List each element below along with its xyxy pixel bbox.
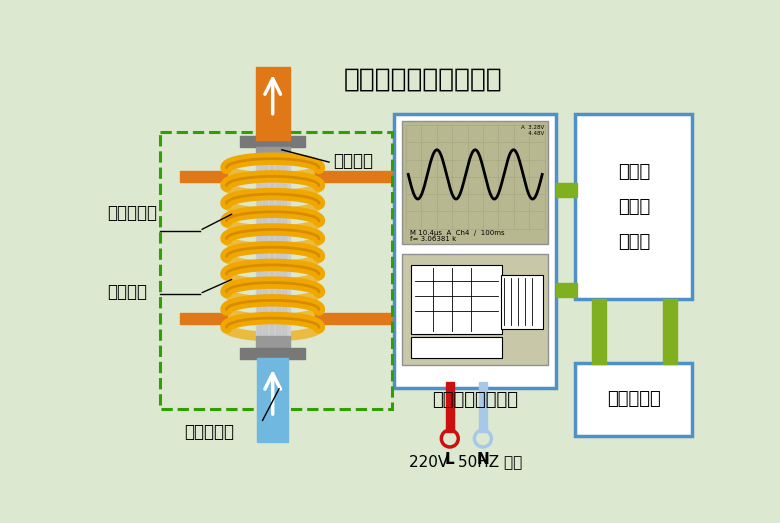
Bar	[282, 159, 285, 336]
Bar	[180, 313, 226, 324]
Bar	[395, 115, 556, 388]
Bar	[402, 254, 548, 366]
Bar	[256, 66, 289, 140]
Text: 电磁涡流条: 电磁涡流条	[107, 204, 157, 222]
Bar	[479, 382, 487, 433]
Text: 电磁加
热变频
控制器: 电磁加 热变频 控制器	[618, 163, 650, 251]
Bar	[402, 121, 548, 244]
Bar	[257, 159, 261, 336]
Bar	[556, 183, 577, 197]
Bar	[556, 283, 577, 297]
Text: A  3.28V
   4.48V: A 3.28V 4.48V	[521, 125, 544, 136]
Text: N: N	[477, 452, 489, 468]
Bar	[257, 358, 288, 442]
Bar	[315, 313, 415, 324]
Bar	[180, 172, 226, 182]
Bar	[276, 159, 279, 336]
Text: L: L	[445, 452, 455, 468]
Bar	[576, 363, 693, 436]
Bar	[240, 348, 305, 359]
Bar	[592, 299, 606, 364]
Bar	[315, 172, 415, 182]
Bar	[411, 265, 502, 334]
Bar	[256, 159, 289, 336]
Text: 高导磁管: 高导磁管	[334, 152, 374, 170]
Text: 树脂绝缘管: 树脂绝缘管	[184, 423, 234, 441]
Text: 匠奥电磁采暖炉原理图: 匠奥电磁采暖炉原理图	[343, 67, 502, 93]
Bar	[576, 115, 693, 299]
Bar	[501, 275, 543, 329]
Text: f= 3.06381 k: f= 3.06381 k	[410, 236, 456, 242]
Bar	[663, 299, 677, 364]
Text: M 10.4μs  A  Ch4  /  100ms: M 10.4μs A Ch4 / 100ms	[410, 230, 505, 236]
Text: 采暖控制器: 采暖控制器	[607, 390, 661, 408]
Text: 220V  50HZ 输入: 220V 50HZ 输入	[410, 454, 523, 469]
Bar	[256, 146, 289, 159]
Bar	[256, 336, 289, 348]
Text: 变频移相功率输出: 变频移相功率输出	[432, 391, 518, 409]
Bar	[240, 136, 305, 146]
Bar	[446, 382, 454, 433]
Bar	[270, 159, 274, 336]
Text: 高频线圈: 高频线圈	[107, 283, 147, 301]
Bar	[264, 159, 268, 336]
Bar	[411, 337, 502, 358]
